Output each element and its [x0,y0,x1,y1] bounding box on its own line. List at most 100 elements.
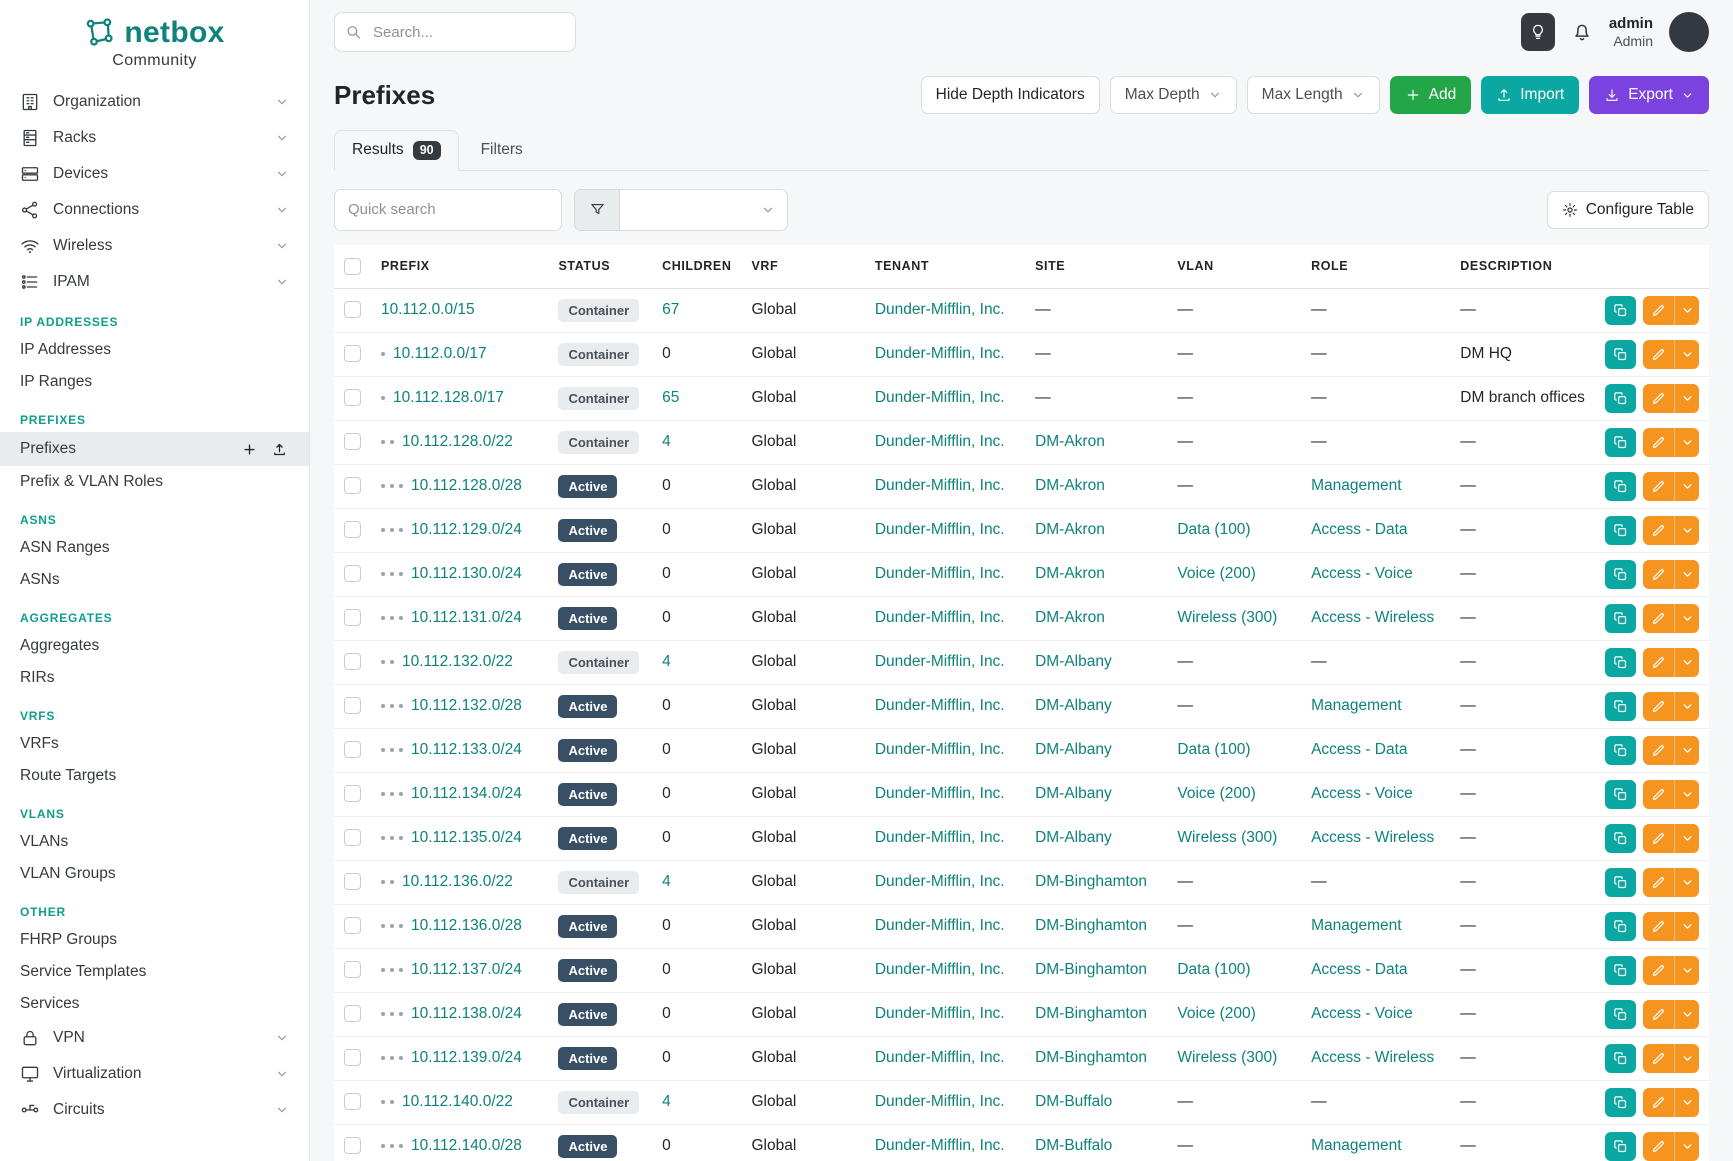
select-all-checkbox[interactable] [344,258,361,275]
prefix-link[interactable]: 10.112.140.0/28 [411,1137,522,1154]
site-link[interactable]: DM-Binghamton [1035,961,1147,978]
quick-search-input[interactable] [334,189,562,231]
prefix-link[interactable]: 10.112.132.0/28 [411,697,522,714]
role-link[interactable]: Access - Data [1311,741,1407,758]
tenant-link[interactable]: Dunder-Mifflin, Inc. [875,829,1005,846]
vlan-link[interactable]: Voice (200) [1177,565,1255,582]
sidebar-item-wireless[interactable]: Wireless [0,228,309,264]
prefix-link[interactable]: 10.112.137.0/24 [411,961,522,978]
site-link[interactable]: DM-Binghamton [1035,1049,1147,1066]
tenant-link[interactable]: Dunder-Mifflin, Inc. [875,1049,1005,1066]
children-count-link[interactable]: 4 [662,653,671,670]
row-more-dropdown[interactable] [1674,912,1699,941]
row-more-dropdown[interactable] [1674,1044,1699,1073]
vlan-link[interactable]: Wireless (300) [1177,609,1277,626]
row-checkbox[interactable] [344,741,361,758]
site-link[interactable]: DM-Akron [1035,565,1105,582]
row-more-dropdown[interactable] [1674,1088,1699,1117]
tenant-link[interactable]: Dunder-Mifflin, Inc. [875,609,1005,626]
vlan-link[interactable]: Voice (200) [1177,1005,1255,1022]
edit-button[interactable] [1643,472,1674,501]
tenant-link[interactable]: Dunder-Mifflin, Inc. [875,433,1005,450]
copy-button[interactable] [1605,516,1636,545]
quick-import-button[interactable] [269,439,289,459]
row-checkbox[interactable] [344,301,361,318]
copy-button[interactable] [1605,648,1636,677]
copy-button[interactable] [1605,1044,1636,1073]
column-header-status[interactable]: STATUS [548,245,652,289]
role-link[interactable]: Access - Voice [1311,1005,1413,1022]
row-checkbox[interactable] [344,873,361,890]
copy-button[interactable] [1605,868,1636,897]
column-header-children[interactable]: CHILDREN [652,245,741,289]
edit-button[interactable] [1643,1000,1674,1029]
children-count-link[interactable]: 4 [662,1093,671,1110]
sidebar-item-rirs[interactable]: RIRs [0,662,309,694]
site-link[interactable]: DM-Binghamton [1035,917,1147,934]
theme-toggle-button[interactable] [1521,13,1555,51]
prefix-link[interactable]: 10.112.128.0/17 [393,389,504,406]
saved-filter-select[interactable] [620,189,788,231]
tenant-link[interactable]: Dunder-Mifflin, Inc. [875,389,1005,406]
avatar[interactable] [1669,12,1709,52]
prefix-link[interactable]: 10.112.138.0/24 [411,1005,522,1022]
search-input[interactable] [334,12,576,52]
tenant-link[interactable]: Dunder-Mifflin, Inc. [875,565,1005,582]
role-link[interactable]: Management [1311,917,1401,934]
max-length-dropdown[interactable]: Max Length [1247,76,1380,114]
children-count-link[interactable]: 4 [662,873,671,890]
role-link[interactable]: Management [1311,1137,1401,1154]
edit-button[interactable] [1643,912,1674,941]
copy-button[interactable] [1605,1132,1636,1161]
prefix-link[interactable]: 10.112.0.0/15 [381,301,475,318]
column-header-role[interactable]: ROLE [1301,245,1450,289]
row-more-dropdown[interactable] [1674,1000,1699,1029]
vlan-link[interactable]: Wireless (300) [1177,829,1277,846]
edit-button[interactable] [1643,384,1674,413]
prefix-link[interactable]: 10.112.136.0/22 [402,873,513,890]
row-checkbox[interactable] [344,1049,361,1066]
edit-button[interactable] [1643,692,1674,721]
site-link[interactable]: DM-Akron [1035,433,1105,450]
edit-button[interactable] [1643,824,1674,853]
prefix-link[interactable]: 10.112.136.0/28 [411,917,522,934]
site-link[interactable]: DM-Albany [1035,785,1112,802]
tab-results[interactable]: Results 90 [334,130,459,171]
column-header-vlan[interactable]: VLAN [1167,245,1301,289]
edit-button[interactable] [1643,604,1674,633]
vlan-link[interactable]: Data (100) [1177,521,1250,538]
children-count-link[interactable]: 4 [662,433,671,450]
site-link[interactable]: DM-Albany [1035,741,1112,758]
edit-button[interactable] [1643,956,1674,985]
column-header-tenant[interactable]: TENANT [865,245,1025,289]
role-link[interactable]: Access - Wireless [1311,609,1434,626]
column-header-prefix[interactable]: PREFIX [371,245,548,289]
sidebar-item-vrfs[interactable]: VRFs [0,728,309,760]
tenant-link[interactable]: Dunder-Mifflin, Inc. [875,785,1005,802]
copy-button[interactable] [1605,824,1636,853]
role-link[interactable]: Management [1311,697,1401,714]
vlan-link[interactable]: Data (100) [1177,961,1250,978]
sidebar-item-vlans[interactable]: VLANs [0,826,309,858]
row-more-dropdown[interactable] [1674,296,1699,325]
edit-button[interactable] [1643,1088,1674,1117]
site-link[interactable]: DM-Buffalo [1035,1093,1112,1110]
row-more-dropdown[interactable] [1674,780,1699,809]
quick-add-button[interactable] [239,439,259,459]
row-checkbox[interactable] [344,785,361,802]
copy-button[interactable] [1605,736,1636,765]
prefix-link[interactable]: 10.112.128.0/28 [411,477,522,494]
vlan-link[interactable]: Wireless (300) [1177,1049,1277,1066]
edit-button[interactable] [1643,560,1674,589]
edit-button[interactable] [1643,868,1674,897]
children-count-link[interactable]: 67 [662,301,679,318]
row-checkbox[interactable] [344,917,361,934]
edit-button[interactable] [1643,736,1674,765]
site-link[interactable]: DM-Albany [1035,653,1112,670]
row-checkbox[interactable] [344,653,361,670]
children-count-link[interactable]: 65 [662,389,679,406]
row-checkbox[interactable] [344,521,361,538]
prefix-link[interactable]: 10.112.132.0/22 [402,653,513,670]
column-header-description[interactable]: DESCRIPTION [1450,245,1595,289]
sidebar-item-vpn[interactable]: VPN [0,1020,309,1056]
